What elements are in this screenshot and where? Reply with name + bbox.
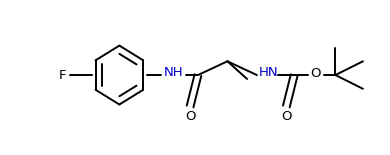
Text: O: O: [185, 110, 195, 123]
Text: HN: HN: [259, 66, 278, 79]
Text: NH: NH: [163, 66, 183, 79]
Text: O: O: [310, 67, 321, 80]
Text: O: O: [281, 110, 292, 123]
Text: F: F: [58, 69, 66, 82]
